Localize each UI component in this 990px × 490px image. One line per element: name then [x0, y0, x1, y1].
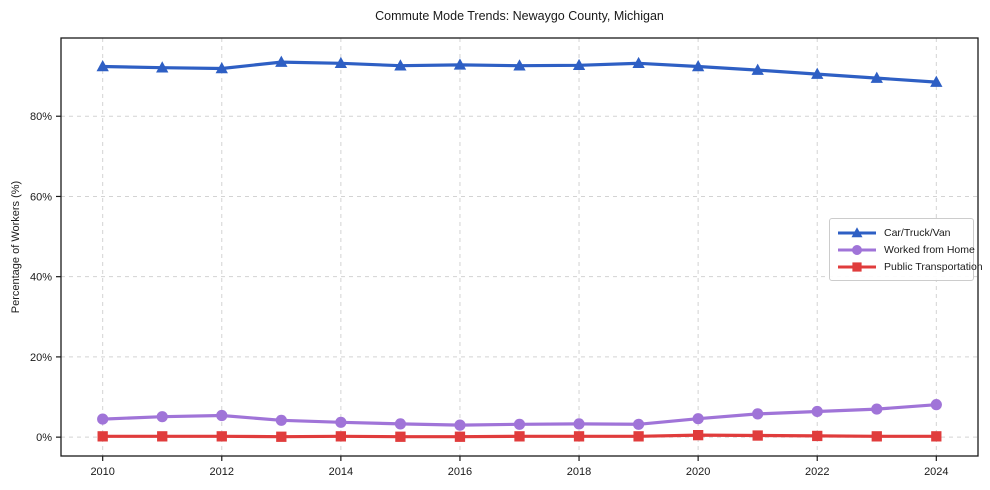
y-tick-label: 60%: [30, 191, 52, 203]
square-data-point-marker: [692, 429, 704, 441]
square-data-point-marker: [454, 431, 466, 442]
triangle-data-point-marker: [215, 62, 228, 74]
y-tick-label: 80%: [30, 111, 52, 123]
square-data-point-marker: [514, 431, 525, 442]
x-tick-label: 2018: [567, 466, 591, 478]
square-data-point-marker: [852, 261, 862, 272]
circle-data-point-marker: [394, 418, 407, 430]
triangle-data-point-marker: [275, 55, 288, 67]
legend-item-car-truck-van: Car/Truck/Van: [837, 224, 965, 241]
square-data-point-marker: [573, 431, 585, 442]
circle-data-point-marker: [275, 414, 287, 426]
chart-title: Commute Mode Trends: Newaygo County, Mic…: [375, 9, 664, 23]
triangle-data-point-marker: [453, 58, 467, 70]
circle-data-point-marker: [573, 418, 585, 430]
circle-data-point-marker: [97, 413, 109, 425]
line-triangle-marker-swatch: [838, 226, 876, 237]
circle-data-point-marker: [752, 408, 764, 420]
square-data-point-marker: [335, 431, 347, 442]
circle-data-point-marker: [930, 399, 942, 411]
legend-label: Worked from Home: [884, 243, 975, 256]
circle-data-point-marker: [513, 418, 526, 430]
square-data-point-marker: [97, 431, 108, 442]
square-data-point-marker: [157, 431, 168, 442]
circle-data-point-marker: [692, 413, 704, 425]
circle-data-point-marker: [216, 409, 228, 422]
y-tick-label: 40%: [30, 272, 52, 284]
square-data-point-marker: [931, 431, 942, 442]
circle-data-point-marker: [871, 403, 883, 415]
x-tick-label: 2016: [448, 466, 472, 478]
triangle-data-point-marker: [513, 59, 526, 71]
circle-data-point-marker: [852, 244, 862, 255]
triangle-data-point-marker: [851, 226, 863, 237]
legend: Car/Truck/Van Worked from Home Public Tr…: [829, 218, 983, 281]
triangle-data-point-marker: [394, 59, 407, 71]
triangle-data-point-marker: [334, 56, 348, 69]
circle-data-point-marker: [156, 411, 168, 423]
circle-data-point-marker: [811, 405, 823, 418]
triangle-data-point-marker: [930, 75, 943, 87]
triangle-data-point-marker: [870, 71, 883, 83]
triangle-data-point-marker: [751, 63, 764, 75]
x-tick-label: 2022: [805, 466, 829, 478]
square-data-point-marker: [395, 431, 406, 442]
y-tick-label: 0%: [36, 432, 52, 444]
square-data-point-marker: [216, 431, 227, 442]
triangle-data-point-marker: [811, 67, 824, 79]
triangle-data-point-marker: [691, 60, 705, 72]
x-tick-label: 2014: [329, 466, 353, 478]
triangle-data-point-marker: [632, 56, 645, 69]
legend-item-public-transportation: Public Transportation: [837, 258, 983, 275]
plot-border: [60, 37, 979, 457]
square-data-point-marker: [871, 431, 882, 442]
legend-label: Public Transportation: [884, 260, 983, 273]
line-circle-marker-swatch: [838, 244, 876, 255]
square-data-point-marker: [633, 431, 644, 442]
circle-data-point-marker: [335, 416, 347, 428]
x-tick-label: 2010: [90, 466, 114, 478]
y-tick-label: 20%: [30, 352, 52, 364]
square-data-point-marker: [276, 431, 287, 442]
x-tick-label: 2024: [924, 466, 948, 478]
x-tick-label: 2020: [686, 466, 710, 478]
triangle-data-point-marker: [96, 60, 109, 72]
x-tick-label: 2012: [210, 466, 234, 478]
square-data-point-marker: [752, 430, 763, 441]
square-data-point-marker: [812, 430, 823, 442]
legend-item-worked-from-home: Worked from Home: [837, 241, 975, 258]
circle-data-point-marker: [632, 418, 645, 430]
circle-data-point-marker: [454, 419, 466, 431]
triangle-data-point-marker: [572, 58, 586, 71]
line-square-marker-swatch: [838, 261, 876, 272]
triangle-data-point-marker: [156, 61, 169, 73]
legend-label: Car/Truck/Van: [884, 226, 951, 239]
